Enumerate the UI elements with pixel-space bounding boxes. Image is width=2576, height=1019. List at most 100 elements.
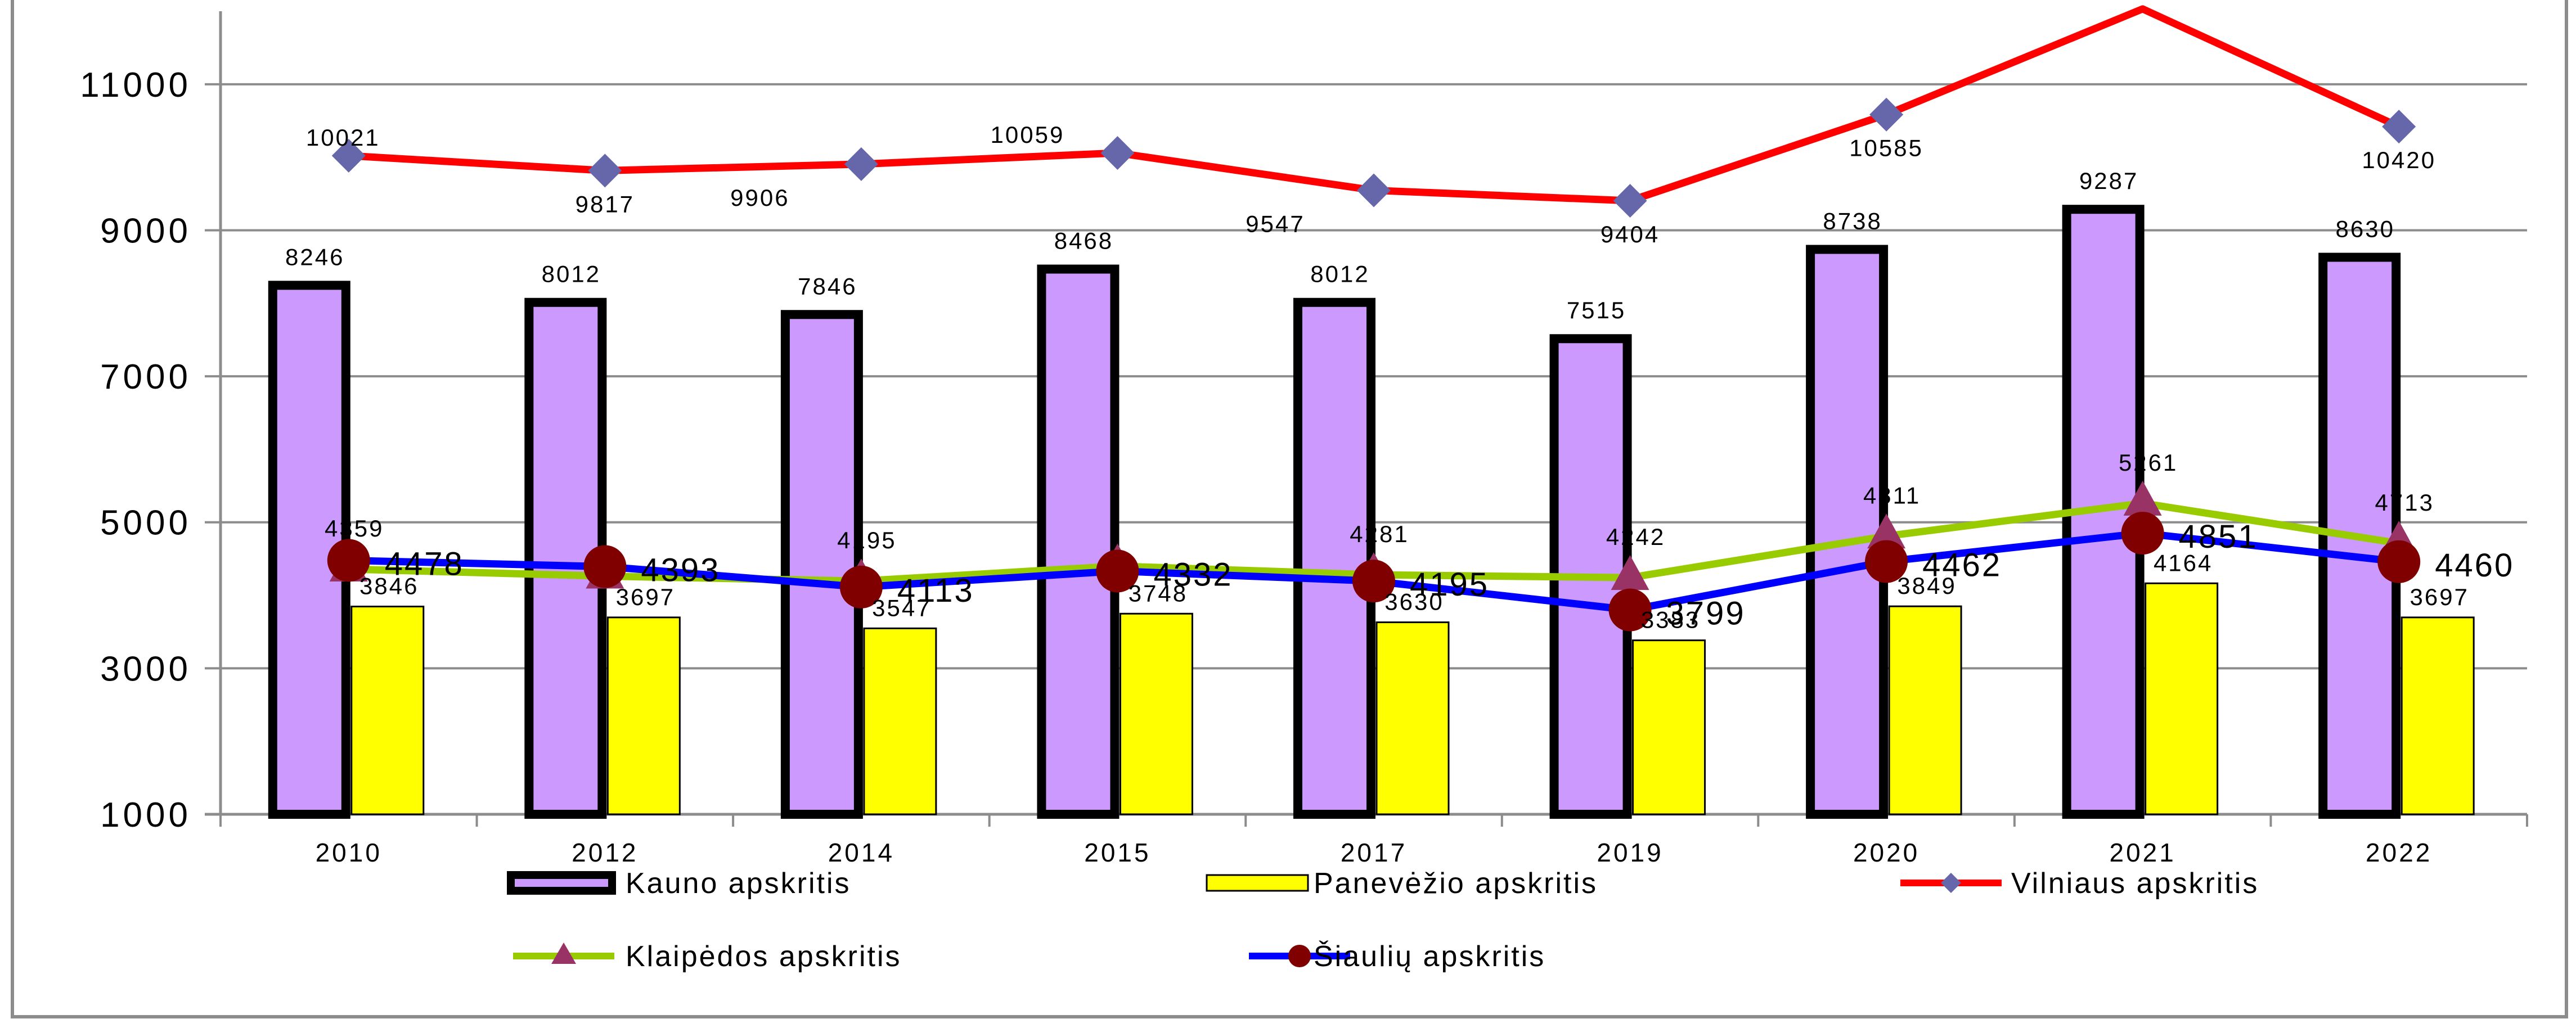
legend-item: Šiaulių apskritis [1249, 940, 1545, 973]
y-tick-label: 9000 [100, 211, 191, 250]
data-label-panevezio: 3846 [359, 573, 419, 599]
legend-swatch [1206, 874, 1309, 892]
marker-klaipedos [2123, 480, 2162, 516]
legend-label: Kauno apskritis [626, 867, 851, 900]
marker-vilniaus [844, 147, 878, 181]
data-label-siauliu: 4478 [385, 545, 464, 582]
legend: Kauno apskritis Panevėžio apskritis Vilnia… [507, 867, 2259, 973]
x-tick-label: 2022 [2366, 838, 2432, 867]
marker-siauliu [839, 565, 883, 608]
bar-panevezio [1375, 621, 1450, 815]
data-label-klaipedos: 4359 [325, 515, 384, 542]
marker-klaipedos [1611, 555, 1649, 590]
legend-item: Kauno apskritis [507, 867, 851, 900]
legend-marker [1941, 873, 1961, 893]
legend-item: Vilniaus apskritis [1900, 867, 2259, 900]
data-labels: 8246 3846 8012 3697 7846 3547 8468 3748 8012 3630… [285, 121, 2514, 633]
marker-siauliu [583, 545, 627, 588]
data-label-kauno: 7846 [798, 273, 857, 299]
legend-label: Šiaulių apskritis [1314, 940, 1545, 973]
data-label-panevezio: 3383 [1641, 607, 1700, 633]
data-label-siauliu: 4332 [1153, 556, 1233, 593]
data-label-siauliu: 4195 [1410, 566, 1489, 603]
data-label-siauliu: 4851 [2179, 518, 2258, 555]
data-label-kauno: 8468 [1054, 228, 1113, 254]
x-tick-label: 2012 [572, 838, 638, 867]
marker-klaipedos [1867, 513, 1906, 549]
marker-siauliu [2121, 512, 2164, 555]
bar-panevezio [2400, 616, 2475, 815]
data-label-kauno: 8012 [1310, 261, 1369, 287]
data-label-panevezio: 3547 [872, 594, 931, 621]
data-label-siauliu: 4113 [897, 572, 974, 609]
data-label-vilniaus: 9547 [1246, 210, 1305, 237]
marker-siauliu [1096, 549, 1139, 593]
legend-label: Vilniaus apskritis [2011, 867, 2259, 900]
legend-marker [1288, 945, 1311, 967]
bar-panevezio [1888, 605, 1962, 815]
bar-panevezio [2145, 582, 2219, 815]
marker-siauliu [1608, 588, 1652, 632]
x-tick-label: 2014 [828, 838, 894, 867]
x-tick-label: 2015 [1084, 838, 1150, 867]
legend-swatch [507, 871, 616, 895]
bar-panevezio [863, 627, 937, 815]
legend-label: Panevėžio apskritis [1314, 867, 1598, 900]
data-label-kauno: 8630 [2336, 215, 2395, 242]
x-tick-label: 2021 [2109, 838, 2175, 867]
data-label-vilniaus: 9404 [1601, 221, 1660, 247]
marker-vilniaus [1357, 173, 1391, 208]
legend-marker [551, 943, 576, 964]
marker-vilniaus [1100, 136, 1135, 170]
marker-vilniaus [588, 154, 622, 188]
data-label-vilniaus: 10059 [991, 121, 1065, 148]
bar-panevezio [350, 606, 425, 815]
data-label-panevezio: 3630 [1384, 589, 1444, 615]
marker-vilniaus [331, 138, 366, 173]
marker-vilniaus [1869, 97, 1904, 132]
data-label-vilniaus: 9906 [730, 184, 789, 211]
data-label-kauno: 8738 [1823, 208, 1882, 234]
bar-kauno [1806, 245, 1889, 819]
marker-vilniaus [1613, 184, 1647, 218]
marker-vilniaus [2382, 110, 2416, 144]
x-tick-label: 2017 [1341, 838, 1407, 867]
data-label-klaipedos: 4195 [837, 527, 896, 553]
data-label-siauliu: 4462 [1922, 547, 2002, 584]
data-label-klaipedos: 4713 [2375, 489, 2434, 516]
y-tick-label: 11000 [80, 66, 191, 105]
series-markers [327, 97, 2421, 632]
data-label-siauliu: 4460 [2435, 547, 2514, 584]
data-label-panevezio: 3697 [2410, 584, 2469, 610]
data-label-panevezio: 3748 [1129, 580, 1188, 606]
data-label-kauno: 8012 [542, 261, 601, 287]
data-label-klaipedos: 5261 [2119, 449, 2178, 476]
y-tick-label: 1000 [100, 796, 191, 835]
y-tick-label: 3000 [100, 650, 191, 688]
bar-kauno [780, 310, 863, 819]
data-label-klaipedos: 4811 [1863, 482, 1921, 508]
data-label-vilniaus: 10420 [2362, 147, 2436, 173]
data-label-kauno: 9287 [2079, 168, 2138, 194]
data-label-kauno: 8246 [285, 244, 344, 270]
marker-siauliu [1865, 540, 1908, 583]
data-label-vilniaus: 10585 [1849, 135, 1923, 161]
bars [268, 205, 2475, 819]
legend-item: Klaipėdos apskritis [513, 940, 902, 973]
data-label-klaipedos: 4242 [1606, 524, 1665, 550]
data-label-panevezio: 4164 [2154, 549, 2213, 576]
x-tick-label: 2019 [1597, 838, 1663, 867]
bar-kauno [1037, 264, 1120, 819]
data-label-klaipedos: 4281 [1350, 521, 1409, 547]
marker-siauliu [1352, 560, 1395, 603]
data-label-panevezio: 3849 [1897, 572, 1956, 599]
tick-labels: 1000 3000 5000 7000 9000 11000 2010 2012 2014 201… [80, 66, 2432, 867]
marker-siauliu [327, 539, 370, 582]
y-tick-label: 7000 [100, 358, 191, 396]
legend-label: Klaipėdos apskritis [626, 940, 902, 973]
x-tick-label: 2010 [316, 838, 382, 867]
y-tick-label: 5000 [100, 504, 191, 543]
bar-panevezio [1119, 612, 1193, 815]
marker-siauliu [2377, 540, 2421, 583]
data-label-siauliu: 4393 [641, 552, 720, 589]
